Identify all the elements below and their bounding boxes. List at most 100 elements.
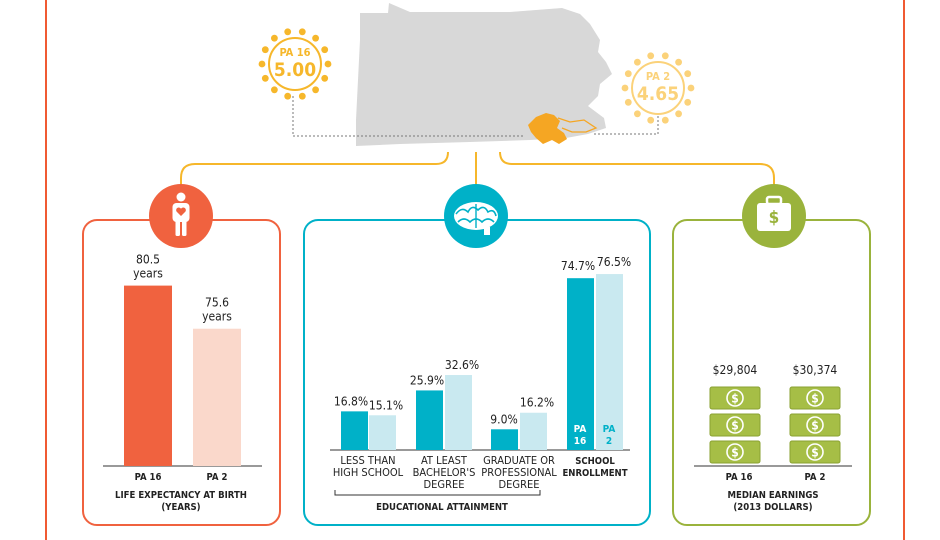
- dollar-bill-icon: [789, 386, 841, 410]
- education-cat-less-than-hs-line2: HIGH SCHOOL: [333, 466, 404, 479]
- life-expectancy-unit-pa2: years: [202, 310, 232, 324]
- sun-ray-dot: [284, 92, 292, 100]
- dollar-sign-icon: $: [811, 392, 819, 406]
- dollar-coin-ring: [806, 443, 824, 461]
- pa16-badge-value: 5.00: [274, 59, 316, 81]
- sun-ray-dot: [271, 34, 278, 42]
- sun-ray-dot: [261, 46, 269, 54]
- income-panel: [672, 219, 871, 526]
- sun-ray-dot: [661, 116, 669, 124]
- school-enrollment-bar-pa2: [596, 274, 623, 450]
- life-expectancy-cat-pa2: PA 2: [207, 472, 228, 483]
- dollar-coin-ring: [726, 416, 744, 434]
- dollar-coin-ring: [806, 416, 824, 434]
- sun-ray-dot: [312, 34, 319, 42]
- school-enrollment-inbar-pa16-line1: PA: [574, 424, 587, 435]
- brain-icon: [444, 184, 508, 248]
- school-enrollment-inbar-pa16-line2: 16: [574, 436, 587, 447]
- earnings-value-pa2: $30,374: [793, 363, 838, 377]
- sun-ray-dot: [661, 52, 669, 60]
- life-expectancy-value-pa16: 80.5: [136, 253, 160, 267]
- education-cat-bachelors-line3: DEGREE: [424, 478, 465, 491]
- education-bar-bachelors-pa2: [445, 375, 472, 450]
- sun-ring: [268, 37, 322, 91]
- health-panel: [82, 219, 281, 526]
- education-attainment-title: EDUCATIONAL ATTAINMENT: [376, 502, 508, 513]
- pa2-badge-value: 4.65: [637, 83, 679, 105]
- life-expectancy-bar-pa2: [193, 328, 241, 466]
- sun-ray-dot: [647, 116, 655, 124]
- earnings-stack-pa2: $ $ $: [789, 386, 841, 464]
- education-value-less-than-hs-pa16: 16.8%: [334, 394, 368, 408]
- dollar-coin-ring: [726, 389, 744, 407]
- education-bar-less-than-hs-pa16: [341, 411, 368, 450]
- dollar-sign-icon: $: [731, 419, 739, 433]
- dollar-bill-icon: [789, 413, 841, 437]
- dollar-coin-ring: [806, 389, 824, 407]
- sun-ray-dot: [261, 74, 269, 82]
- pa16-badge-label: PA 16: [279, 46, 310, 59]
- sun-ray-dot: [621, 84, 629, 92]
- pa-district-highlight: [528, 113, 567, 144]
- education-attainment-bracket: [334, 490, 541, 496]
- school-enrollment-inbar-pa2-line2: 2: [606, 436, 612, 447]
- sun-ray-dot: [298, 92, 306, 100]
- sun-ray-dot: [284, 28, 292, 36]
- school-enrollment-title-line2: ENROLLMENT: [562, 468, 627, 479]
- education-cat-graduate-line2: PROFESSIONAL: [481, 466, 557, 479]
- pennsylvania-map: [356, 3, 612, 146]
- dollar-sign-icon: $: [811, 419, 819, 433]
- school-enrollment-value-pa2: 76.5%: [597, 255, 631, 269]
- sun-ray-dot: [321, 74, 329, 82]
- person-heart-icon: [149, 184, 213, 248]
- dollar-bill-icon: [789, 440, 841, 464]
- education-value-graduate-pa16: 9.0%: [490, 412, 517, 426]
- education-value-less-than-hs-pa2: 15.1%: [369, 398, 403, 412]
- sun-ray-dot: [675, 58, 682, 66]
- life-expectancy-bar-pa16: [124, 285, 172, 466]
- education-value-bachelors-pa16: 25.9%: [410, 373, 444, 387]
- life-expectancy-value-pa2: 75.6: [205, 296, 229, 310]
- pa16-score-badge: [258, 28, 332, 100]
- education-value-graduate-pa2: 16.2%: [520, 396, 554, 410]
- sun-ray-dot: [324, 60, 332, 68]
- education-cat-graduate-line3: DEGREE: [499, 478, 540, 491]
- dollar-sign-icon: $: [811, 446, 819, 460]
- sun-ray-dot: [634, 58, 641, 66]
- life-expectancy-title-line1: LIFE EXPECTANCY AT BIRTH: [115, 490, 247, 501]
- education-bar-graduate-pa16: [491, 429, 518, 450]
- education-bar-less-than-hs-pa2: [369, 415, 396, 450]
- life-expectancy-unit-pa16: years: [133, 267, 163, 281]
- svg-text:$: $: [769, 208, 780, 228]
- sun-ray-dot: [634, 110, 641, 118]
- education-cat-bachelors-line2: BACHELOR'S: [413, 466, 476, 479]
- sun-ray-dot: [312, 86, 319, 94]
- dollar-sign-icon: $: [731, 392, 739, 406]
- pa2-leader-line: [592, 116, 659, 135]
- sun-ray-dot: [684, 70, 692, 78]
- dollar-coin-ring: [726, 443, 744, 461]
- sun-ray-dot: [271, 86, 278, 94]
- pa16-leader-line: [292, 96, 525, 137]
- pa-district-outline: [557, 117, 598, 133]
- education-value-bachelors-pa2: 32.6%: [445, 358, 479, 372]
- earnings-title-line1: MEDIAN EARNINGS: [727, 490, 818, 501]
- dollar-bill-icon: [709, 413, 761, 437]
- earnings-cat-pa16: PA 16: [726, 472, 753, 483]
- sun-ray-dot: [258, 60, 266, 68]
- school-enrollment-value-pa16: 74.7%: [561, 259, 595, 273]
- sun-ray-dot: [675, 110, 682, 118]
- earnings-cat-pa2: PA 2: [805, 472, 826, 483]
- sun-ray-dot: [684, 98, 692, 106]
- pa2-score-badge: [621, 52, 695, 124]
- education-cat-less-than-hs-line1: LESS THAN: [340, 454, 395, 467]
- life-expectancy-title-line2: (YEARS): [161, 502, 200, 513]
- connector-health: [180, 151, 449, 188]
- sun-ring: [631, 61, 685, 115]
- school-enrollment-inbar-pa2-line1: PA: [603, 424, 616, 435]
- pennsylvania-shape: [356, 3, 612, 146]
- education-cat-graduate-line1: GRADUATE OR: [483, 454, 555, 467]
- sun-ray-dot: [321, 46, 329, 54]
